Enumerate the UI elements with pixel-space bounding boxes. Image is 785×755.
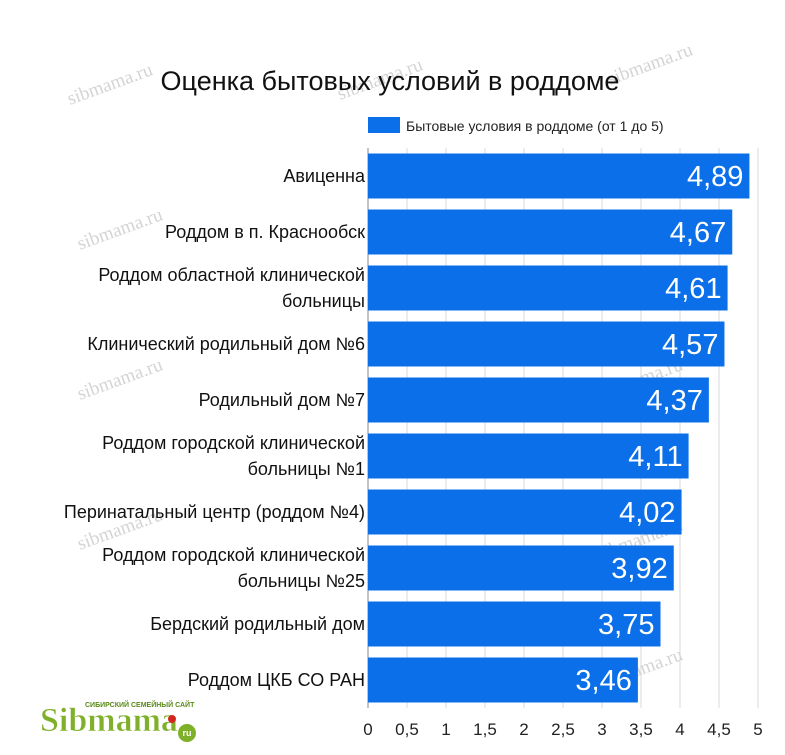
category-label: Перинатальный центр (роддом №4) xyxy=(64,502,365,522)
category-label: Роддом в п. Краснообск xyxy=(165,222,365,242)
category-label: Роддом областной клинической больницы xyxy=(98,265,365,311)
bar-value-label: 4,61 xyxy=(665,273,721,305)
bar xyxy=(368,601,661,647)
logo-tagline: СИБИРСКИЙ СЕМЕЙНЫЙ САЙТ xyxy=(85,700,195,709)
x-tick-label: 4,5 xyxy=(707,720,731,739)
bar-value-label: 4,89 xyxy=(687,161,743,193)
bar-value-label: 3,92 xyxy=(611,553,667,585)
x-tick-label: 0,5 xyxy=(395,720,419,739)
legend-label: Бытовые условия в роддоме (от 1 до 5) xyxy=(406,118,664,134)
x-tick-label: 5 xyxy=(753,720,762,739)
x-axis-ticks: 0 0,5 1 1,5 2 2,5 3 3,5 4 4,5 5 xyxy=(363,720,762,739)
sibmama-logo: СИБИРСКИЙ СЕМЕЙНЫЙ САЙТ Sibmama ru xyxy=(40,700,196,742)
bar-value-label: 4,02 xyxy=(619,497,675,529)
bar-value-label: 4,57 xyxy=(662,329,718,361)
category-labels: Авиценна Роддом в п. Краснообск Роддом обл… xyxy=(64,166,366,690)
x-tick-label: 2 xyxy=(519,720,528,739)
logo-suffix: ru xyxy=(183,728,192,738)
watermark-text: sibmama.ru xyxy=(75,204,166,254)
logo-berry-icon xyxy=(168,715,176,723)
category-label: Клинический родильный дом №6 xyxy=(87,334,365,354)
bar xyxy=(368,657,638,703)
legend-swatch xyxy=(368,117,400,133)
x-tick-label: 1 xyxy=(441,720,450,739)
category-label: Родильный дом №7 xyxy=(199,390,365,410)
logo-text: Sibmama xyxy=(40,702,178,739)
watermark-text: sibmama.ru xyxy=(65,59,156,109)
x-tick-label: 1,5 xyxy=(473,720,497,739)
category-label: Роддом ЦКБ СО РАН xyxy=(188,670,365,690)
category-label: Роддом городской клинической больницы №1 xyxy=(102,433,365,479)
bar xyxy=(368,265,728,311)
x-tick-label: 3 xyxy=(597,720,606,739)
bar-value-label: 4,37 xyxy=(646,385,702,417)
x-tick-label: 4 xyxy=(675,720,684,739)
x-tick-label: 0 xyxy=(363,720,372,739)
bar xyxy=(368,321,725,367)
watermarks: sibmama.ru sibmama.ru sibmama.rusibmama.ru… xyxy=(65,39,696,694)
bar-value-label: 3,75 xyxy=(598,609,654,641)
x-tick-label: 3,5 xyxy=(629,720,653,739)
logo-dot-icon xyxy=(178,724,196,742)
bar xyxy=(368,153,750,199)
legend: Бытовые условия в роддоме (от 1 до 5) xyxy=(368,117,664,134)
bar xyxy=(368,377,709,423)
bar xyxy=(368,209,733,255)
category-label: Авиценна xyxy=(283,166,366,186)
watermark-text: sibmama.ru xyxy=(75,354,166,404)
chart-title: Оценка бытовых условий в роддоме xyxy=(161,66,620,96)
category-label: Роддом городской клинической больницы №25 xyxy=(102,545,365,591)
bar xyxy=(368,545,674,591)
bars: 4,89 4,67 4,61 4,57 4,37 4,11 4,02 3,92 3,75 3,46 xyxy=(368,153,750,703)
bar xyxy=(368,433,689,479)
bar-value-label: 3,46 xyxy=(575,665,631,697)
bar-value-label: 4,11 xyxy=(628,441,682,473)
bar-value-label: 4,67 xyxy=(670,217,726,249)
x-tick-label: 2,5 xyxy=(551,720,575,739)
category-label: Бердский родильный дом xyxy=(150,614,365,634)
bar xyxy=(368,489,682,535)
